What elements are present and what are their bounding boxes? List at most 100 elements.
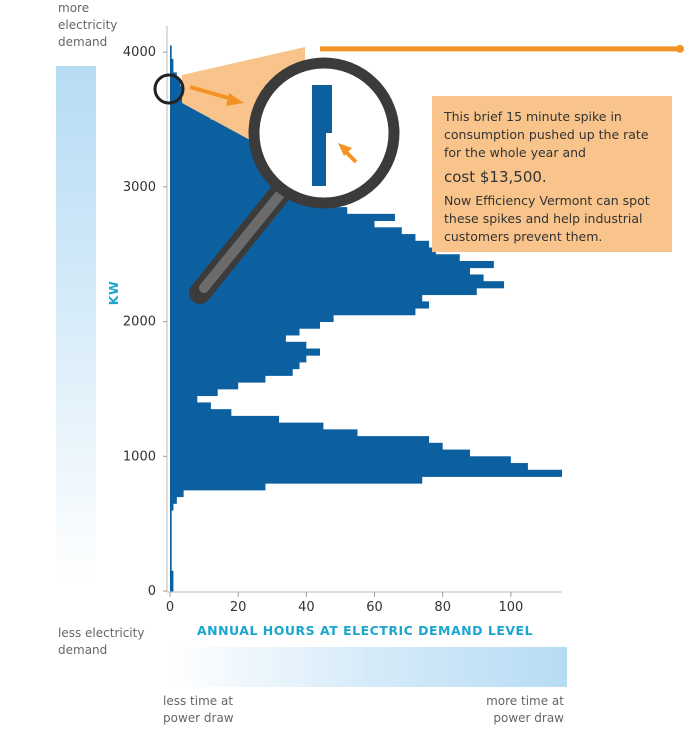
spike-callout: This brief 15 minute spike in consumptio… <box>432 96 672 252</box>
axes-layer <box>166 26 562 593</box>
less-demand-label: less electricity demand <box>58 626 145 657</box>
bar-1800kw <box>170 341 307 349</box>
bar-2600kw <box>170 234 416 242</box>
bar-300kw <box>170 543 172 551</box>
bar-2400kw <box>170 260 494 269</box>
bar-2350kw <box>170 267 470 275</box>
bar-1500kw <box>170 382 239 390</box>
bar-1250kw <box>170 415 280 424</box>
bar-3050kw <box>170 173 293 181</box>
callout-cost: cost $13,500. <box>444 168 547 186</box>
y-tick-label: 4000 <box>123 45 156 60</box>
bar-250kw <box>170 550 172 558</box>
bar-1750kw <box>170 348 320 356</box>
bar-650kw <box>170 496 177 504</box>
demand-gradient-bar <box>56 66 96 582</box>
bar-3950kw <box>170 52 172 60</box>
bar-600kw <box>170 503 174 511</box>
bar-900kw <box>170 463 528 471</box>
y-tick-label: 1000 <box>123 449 156 464</box>
bar-1350kw <box>170 402 211 410</box>
spike-highlight-circle <box>153 73 185 105</box>
bar-450kw <box>170 523 172 531</box>
y-tick-label: 3000 <box>123 180 156 195</box>
bar-1050kw <box>170 442 443 450</box>
bar-1400kw <box>170 395 198 403</box>
bar-500kw <box>170 516 172 525</box>
bar-3750kw <box>170 79 181 87</box>
bar-1900kw <box>170 328 300 336</box>
bar-2150kw <box>170 294 423 302</box>
zoom-arrow-head <box>226 93 244 106</box>
bar-850kw <box>170 469 562 477</box>
bar-1650kw <box>170 362 300 370</box>
bar-1600kw <box>170 368 293 376</box>
x-tick-label: 20 <box>230 600 247 615</box>
x-tick-label: 100 <box>498 600 523 615</box>
bar-2000kw <box>170 314 334 322</box>
x-tick-label: 0 <box>166 600 174 615</box>
bar-550kw <box>170 510 172 518</box>
bar-1700kw <box>170 355 307 363</box>
bar-200kw <box>170 557 172 565</box>
zoom-arrow-shaft <box>189 85 233 101</box>
bar-1550kw <box>170 375 266 383</box>
bar-2300kw <box>170 274 484 282</box>
bar-3700kw <box>170 85 184 94</box>
bar-3400kw <box>170 126 239 134</box>
bar-3350kw <box>170 133 252 141</box>
callout-text-1: This brief 15 minute spike in consumptio… <box>444 109 649 160</box>
bar-3150kw <box>170 159 273 168</box>
bar-2050kw <box>170 308 416 316</box>
bar-350kw <box>170 537 172 545</box>
bar-800kw <box>170 476 423 484</box>
lens-arrow-head <box>338 143 352 156</box>
bar-1150kw <box>170 429 358 437</box>
bar-2750kw <box>170 213 395 221</box>
zoomed-spike-bar <box>312 85 332 133</box>
bar-2450kw <box>170 254 460 262</box>
bar-700kw <box>170 489 184 498</box>
bar-750kw <box>170 483 266 491</box>
bar-2550kw <box>170 240 430 248</box>
x-tick-label: 60 <box>366 600 383 615</box>
bar-1200kw <box>170 422 324 430</box>
magnifier-group <box>153 44 684 304</box>
bar-2850kw <box>170 200 320 208</box>
more-time-label: more time at power draw <box>486 694 564 725</box>
bar-2100kw <box>170 301 430 309</box>
bar-2700kw <box>170 220 375 228</box>
y-tick-label: 2000 <box>123 315 156 330</box>
ticks-layer: 0 1000 2000 3000 4000 0 20 40 60 80 100 <box>123 45 523 615</box>
x-tick-label: 80 <box>434 600 451 615</box>
bar-1100kw <box>170 436 430 444</box>
bar-1850kw <box>170 335 286 343</box>
callout-text-2: Now Efficiency Vermont can spot these sp… <box>444 193 650 244</box>
y-tick-label: 0 <box>148 584 156 599</box>
bar-3450kw <box>170 119 225 127</box>
bar-100kw <box>170 570 174 578</box>
bar-2900kw <box>170 193 314 201</box>
bar-3500kw <box>170 112 211 120</box>
bar-2650kw <box>170 227 402 235</box>
y-axis-title: KW <box>106 281 121 305</box>
bar-3200kw <box>170 153 259 161</box>
bar-2500kw <box>170 247 436 255</box>
bars-layer <box>170 45 562 592</box>
bar-4000kw <box>170 45 172 53</box>
bar-1950kw <box>170 321 320 329</box>
bar-0kw <box>170 584 174 592</box>
x-axis-title: ANNUAL HOURS AT ELECTRIC DEMAND LEVEL <box>197 623 533 638</box>
less-time-label: less time at power draw <box>163 694 234 725</box>
bar-3100kw <box>170 166 280 174</box>
bar-3550kw <box>170 106 205 114</box>
zoomed-base-bar <box>312 133 326 186</box>
bar-3850kw <box>170 65 174 73</box>
bar-50kw <box>170 577 174 585</box>
bar-150kw <box>170 564 172 572</box>
spike-line-end-dot <box>676 44 684 53</box>
bar-2250kw <box>170 281 505 289</box>
bar-3900kw <box>170 58 174 67</box>
magnifier-handle-highlight <box>199 187 287 293</box>
